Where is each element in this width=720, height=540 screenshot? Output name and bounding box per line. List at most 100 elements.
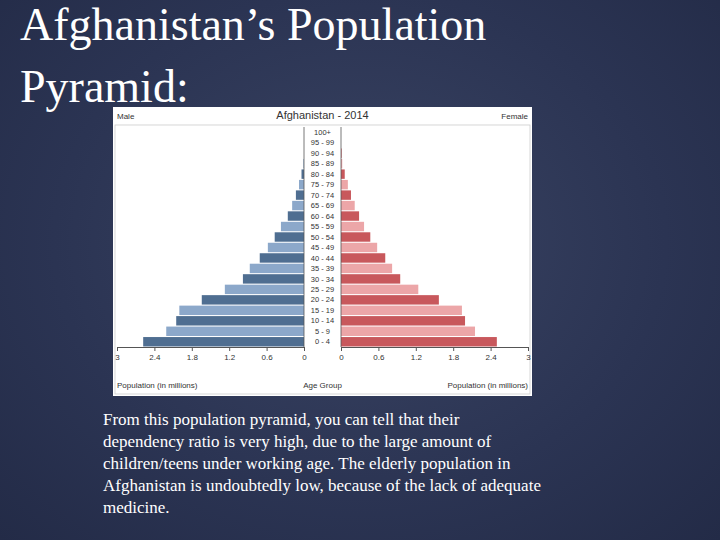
- category-label: 25 - 29: [311, 285, 334, 294]
- tick: 0.6: [373, 347, 385, 362]
- tick-label: 1.8: [448, 353, 460, 362]
- bar: [166, 327, 304, 336]
- tick-mark: [528, 347, 529, 351]
- baseline: [341, 127, 342, 347]
- bars-left: [143, 159, 304, 347]
- bar: [341, 190, 351, 199]
- x-axis-right: 0 0.6 1.2 1.8 2.4 3: [339, 347, 531, 362]
- body-line: dependency ratio is very high, due to th…: [103, 431, 541, 453]
- bar: [341, 201, 355, 210]
- tick-mark: [491, 347, 492, 351]
- x-axis-left: 00.61.21.82.43: [115, 347, 307, 362]
- tick: 0: [302, 347, 307, 362]
- slide-body: From this population pyramid, you can te…: [103, 409, 541, 519]
- category-label: 0 - 4: [315, 337, 330, 346]
- chart-frame: [115, 125, 530, 394]
- tick-label: 0: [339, 353, 344, 362]
- chart-background: [113, 107, 532, 396]
- slide-title: Afghanistan’s Population Pyramid:: [20, 0, 640, 118]
- category-label: 90 - 94: [311, 149, 334, 158]
- axis-line: [118, 348, 305, 352]
- tick: 0: [339, 347, 344, 362]
- tick-mark: [416, 347, 417, 351]
- tick: 1.8: [187, 347, 199, 362]
- body-line: Afghanistan is undoubtedly low, because …: [103, 475, 541, 497]
- category-label: 80 - 84: [311, 170, 334, 179]
- axis-title: Population (in millions): [117, 381, 198, 390]
- bar: [341, 169, 345, 178]
- tick-label: 1.2: [411, 353, 423, 362]
- tick-label: 0: [302, 353, 307, 362]
- category-label: 5 - 9: [315, 327, 330, 336]
- category-label: 55 - 59: [311, 222, 334, 231]
- tick-label: 1.2: [224, 353, 236, 362]
- body-line: From this population pyramid, you can te…: [103, 409, 541, 431]
- tick: 2.4: [486, 347, 498, 362]
- tick-mark: [304, 347, 305, 351]
- series-name: Female: [501, 112, 528, 121]
- category-label: 60 - 64: [311, 212, 334, 221]
- tick-mark: [117, 347, 118, 351]
- bar: [341, 222, 364, 231]
- body-line: children/teens under working age. The el…: [103, 453, 541, 475]
- category-labels: 0 - 45 - 910 - 1415 - 1920 - 2425 - 2930…: [311, 128, 334, 347]
- category-label: 95 - 99: [311, 138, 334, 147]
- bar: [341, 253, 385, 262]
- chart-title: Afghanistan - 2014: [276, 109, 368, 121]
- bar: [296, 190, 304, 199]
- series-name: Male: [117, 112, 135, 121]
- category-label: 35 - 39: [311, 264, 334, 273]
- bar: [260, 253, 304, 262]
- bar: [341, 243, 377, 252]
- category-label: 30 - 34: [311, 275, 334, 284]
- tick-mark: [378, 347, 379, 351]
- bar: [341, 264, 392, 273]
- tick-mark: [453, 347, 454, 351]
- bar: [341, 327, 475, 336]
- bar: [268, 243, 304, 252]
- bar: [341, 211, 359, 220]
- tick-label: 2.4: [486, 353, 498, 362]
- bar: [341, 180, 348, 189]
- bar: [341, 232, 370, 241]
- tick-mark: [229, 347, 230, 351]
- bar: [202, 295, 304, 304]
- category-label: 70 - 74: [311, 191, 334, 200]
- tick: 1.8: [448, 347, 460, 362]
- bar: [225, 285, 304, 294]
- category-label: 10 - 14: [311, 316, 334, 325]
- tick-label: 3: [115, 353, 120, 362]
- tick-label: 0.6: [262, 353, 274, 362]
- tick-label: 1.8: [187, 353, 199, 362]
- tick-mark: [192, 347, 193, 351]
- bar: [341, 337, 497, 346]
- category-label: 45 - 49: [311, 243, 334, 252]
- tick: 3: [526, 347, 531, 362]
- bar: [143, 337, 304, 346]
- category-label: 100+: [314, 128, 332, 137]
- tick-label: 0.6: [373, 353, 385, 362]
- category-label: 65 - 69: [311, 201, 334, 210]
- tick: 3: [115, 347, 120, 362]
- bar: [281, 222, 304, 231]
- baseline: [304, 127, 305, 347]
- bar: [292, 201, 304, 210]
- bar: [341, 295, 439, 304]
- bar: [288, 211, 304, 220]
- tick: 1.2: [224, 347, 236, 362]
- bar: [250, 264, 304, 273]
- bar: [341, 306, 462, 315]
- bars-right: [341, 148, 497, 346]
- category-label: 85 - 89: [311, 159, 334, 168]
- bar: [299, 180, 304, 189]
- category-label: 50 - 54: [311, 233, 334, 242]
- bar: [341, 316, 465, 325]
- bar: [341, 285, 418, 294]
- axis-line: [342, 348, 529, 352]
- axis-title: Age Group: [303, 381, 342, 390]
- bar: [179, 306, 304, 315]
- axis-title: Population (in millions): [448, 381, 529, 390]
- tick: 0.6: [262, 347, 274, 362]
- category-label: 40 - 44: [311, 254, 334, 263]
- tick-mark: [154, 347, 155, 351]
